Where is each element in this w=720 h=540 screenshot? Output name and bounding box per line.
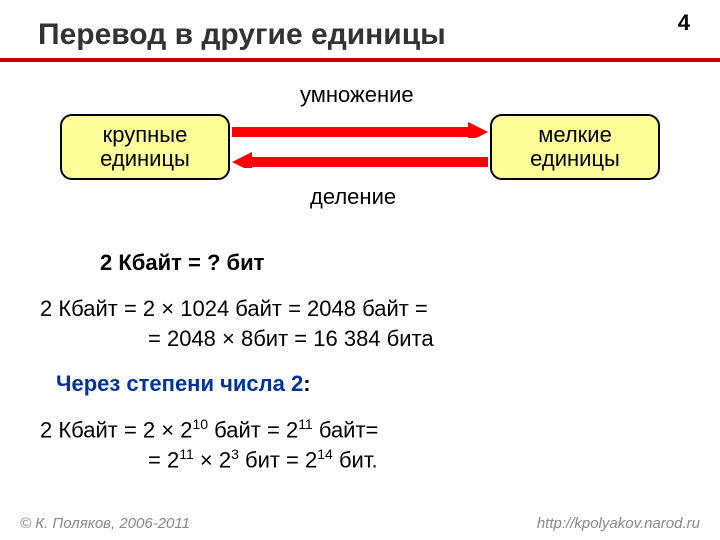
box-large-label: крупные единицы — [62, 123, 228, 171]
box-small-label: мелкие единицы — [492, 123, 658, 171]
calc2-l2-exp3: 14 — [317, 446, 333, 462]
footer-copyright: © К. Поляков, 2006-2011 — [20, 515, 190, 532]
calc2-l2-exp1: 11 — [179, 446, 194, 462]
calc1-line1: 2 Кбайт = 2 × 1024 байт = 2048 байт = — [40, 296, 428, 321]
calc2-l1-mid1: байт = 2 — [208, 418, 298, 443]
calculation-1: 2 Кбайт = 2 × 1024 байт = 2048 байт = = … — [40, 294, 720, 353]
calc2-l2-prefix: = 2 — [148, 448, 179, 473]
label-divide: деление — [310, 184, 396, 210]
subheading-text: Через степени числа 2 — [56, 371, 303, 396]
conversion-diagram: умножение крупные единицы мелкие единицы… — [0, 74, 720, 224]
calc2-l1-exp2: 11 — [298, 416, 313, 432]
label-multiply: умножение — [300, 82, 414, 108]
calc2-line2: = 211 × 23 бит = 214 бит. — [40, 445, 720, 475]
page-number: 4 — [678, 10, 690, 36]
calc1-line2: = 2048 × 8бит = 16 384 бита — [40, 324, 720, 354]
calc2-l2-mid: × 2 — [194, 448, 231, 473]
calc2-l1-mid2: байт= — [313, 418, 379, 443]
arrow-left — [232, 152, 488, 168]
box-large-units: крупные единицы — [60, 114, 230, 180]
question-text: 2 Кбайт = ? бит — [100, 250, 720, 276]
subheading-colon: : — [303, 371, 310, 396]
footer: © К. Поляков, 2006-2011 http://kpolyakov… — [0, 515, 720, 532]
box-small-units: мелкие единицы — [490, 114, 660, 180]
calc2-l2-mid2: бит = 2 — [239, 448, 317, 473]
calc2-l2-suffix: бит. — [333, 448, 378, 473]
calc2-l1-exp1: 10 — [192, 416, 208, 432]
page-title: Перевод в другие единицы — [0, 0, 720, 58]
title-underline — [0, 58, 720, 62]
calc2-l2-exp2: 3 — [231, 446, 239, 462]
footer-url: http://kpolyakov.narod.ru — [537, 515, 700, 532]
arrow-right — [232, 122, 488, 138]
calculation-2: 2 Кбайт = 2 × 210 байт = 211 байт= = 211… — [40, 415, 720, 475]
subheading-powers: Через степени числа 2: — [56, 371, 720, 397]
calc2-l1-prefix: 2 Кбайт = 2 × 2 — [40, 418, 192, 443]
